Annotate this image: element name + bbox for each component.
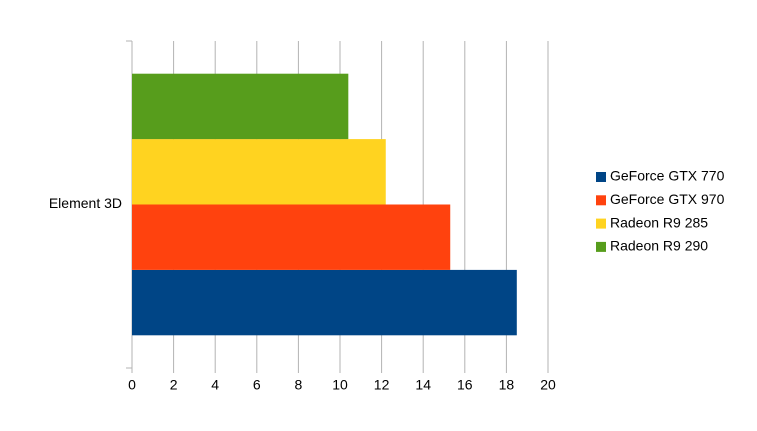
x-tick-label: 6 (253, 377, 261, 393)
legend-label: Radeon R9 285 (610, 214, 708, 230)
bar (132, 73, 349, 140)
legend-swatch (596, 195, 606, 206)
x-tick-label: 18 (499, 377, 515, 393)
x-tick-label: 10 (332, 377, 348, 393)
legend-swatch (596, 241, 606, 252)
bar (132, 269, 517, 336)
legend-label: GeForce GTX 770 (610, 168, 725, 184)
x-tick-label: 14 (415, 377, 431, 393)
x-tick-label: 12 (374, 377, 390, 393)
legend-label: Radeon R9 290 (610, 238, 708, 254)
x-tick-label: 16 (457, 377, 473, 393)
bar (132, 204, 451, 270)
legend-label: GeForce GTX 970 (610, 191, 725, 207)
legend-swatch (596, 172, 606, 182)
x-tick-label: 2 (170, 377, 178, 393)
x-tick-label: 20 (540, 377, 556, 393)
bar (132, 139, 386, 205)
x-tick-label: 0 (128, 377, 136, 393)
y-tick-label: Element 3D (49, 195, 122, 211)
legend-swatch (596, 218, 606, 229)
x-tick-label: 8 (295, 377, 303, 393)
x-tick-label: 4 (211, 377, 219, 393)
